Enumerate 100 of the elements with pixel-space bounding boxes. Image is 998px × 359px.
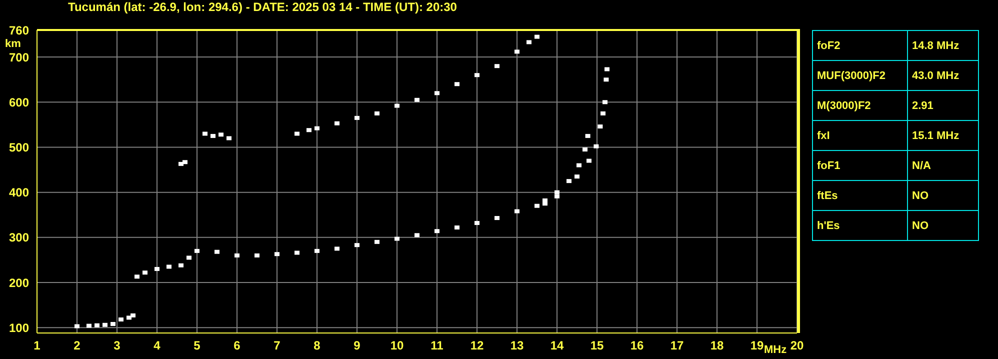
point — [434, 229, 440, 234]
point — [130, 313, 136, 318]
x-axis-title: MHz — [764, 344, 787, 356]
point — [394, 104, 400, 108]
point — [194, 248, 200, 253]
text: 2.91 — [908, 90, 978, 120]
x-tick-label: 12 — [470, 338, 484, 353]
x-tick-label: 15 — [590, 338, 604, 353]
point — [110, 322, 116, 326]
text: ftEs — [812, 180, 908, 210]
x-tick-label: 16 — [630, 338, 644, 353]
point — [534, 204, 540, 208]
point — [354, 116, 360, 120]
text: 14.8 MHz — [908, 30, 978, 60]
point — [94, 323, 100, 328]
point — [202, 132, 208, 136]
point — [594, 144, 599, 148]
point — [178, 162, 184, 166]
x-tick-label: 7 — [274, 338, 281, 353]
point — [154, 266, 160, 271]
x-tick-label: 6 — [234, 338, 241, 353]
x-tick-label: 11 — [430, 338, 444, 353]
text: fxI — [812, 120, 908, 150]
x-tick-label: 5 — [194, 338, 201, 353]
x-tick-label: 1 — [34, 338, 41, 353]
point — [86, 324, 92, 328]
text: N/A — [908, 150, 978, 180]
point — [134, 274, 140, 279]
x-tick-label: 20 — [790, 338, 804, 353]
text: MUF(3000)F2 — [812, 60, 908, 90]
x-tick-label: 10 — [390, 338, 404, 353]
point — [314, 126, 320, 130]
point — [494, 64, 500, 68]
y-tick-label: 760 — [8, 23, 30, 38]
point — [334, 246, 340, 251]
point — [514, 50, 520, 54]
point — [434, 91, 440, 96]
y-tick-label: 400 — [8, 186, 30, 200]
text: NO — [908, 180, 978, 210]
point — [102, 322, 108, 327]
y-tick-label: 100 — [8, 320, 30, 335]
point — [354, 243, 360, 248]
point — [118, 317, 124, 322]
text: foF2 — [812, 30, 908, 60]
y-axis-title: km — [5, 38, 21, 50]
point — [602, 100, 608, 104]
point — [142, 270, 148, 275]
point — [306, 128, 312, 132]
chart-title: Tucumán (lat: -26.9, lon: 294.6) - DATE: 2025 03 14 - TIME (UT): 20:30 — [68, 0, 457, 14]
point — [585, 134, 590, 138]
point — [554, 190, 560, 194]
point — [274, 252, 280, 256]
point — [294, 132, 300, 136]
y-tick-label: 300 — [8, 230, 30, 245]
point — [214, 250, 220, 254]
point — [166, 264, 172, 269]
point — [294, 250, 300, 255]
point — [226, 136, 232, 140]
point — [334, 121, 340, 126]
y-tick-label: 600 — [8, 95, 30, 110]
point — [514, 209, 520, 214]
text: h'Es — [812, 210, 908, 240]
point — [474, 73, 480, 78]
point — [494, 216, 500, 220]
x-tick-label: 19 — [750, 338, 764, 353]
y-tick-label: 500 — [8, 140, 30, 154]
x-tick-label: 2 — [74, 338, 81, 353]
point — [454, 225, 460, 230]
x-tick-label: 14 — [550, 338, 564, 353]
point — [526, 40, 532, 44]
text: 15.1 MHz — [908, 120, 978, 150]
point — [374, 240, 380, 244]
y-tick-label: 200 — [8, 276, 30, 290]
y-tick-label: 700 — [8, 50, 30, 64]
point — [394, 236, 400, 241]
point — [554, 194, 560, 198]
point — [600, 111, 606, 116]
point — [454, 82, 460, 86]
point — [126, 316, 132, 320]
x-tick-label: 13 — [510, 338, 524, 353]
point — [374, 111, 380, 116]
x-tick-label: 8 — [314, 338, 321, 353]
point — [604, 78, 609, 82]
point — [186, 256, 192, 260]
point — [182, 160, 188, 164]
point — [234, 253, 240, 258]
point — [254, 253, 260, 258]
point — [586, 158, 592, 163]
point — [474, 220, 480, 225]
point — [534, 34, 540, 39]
x-tick-label: 9 — [354, 338, 361, 353]
x-tick-label: 4 — [154, 338, 161, 353]
point — [542, 202, 548, 206]
x-tick-label: 17 — [670, 338, 684, 353]
text: NO — [908, 210, 978, 240]
point — [414, 98, 420, 102]
x-tick-label: 18 — [710, 338, 724, 353]
text: 43.0 MHz — [908, 60, 978, 90]
point — [210, 134, 216, 138]
point — [576, 163, 582, 168]
